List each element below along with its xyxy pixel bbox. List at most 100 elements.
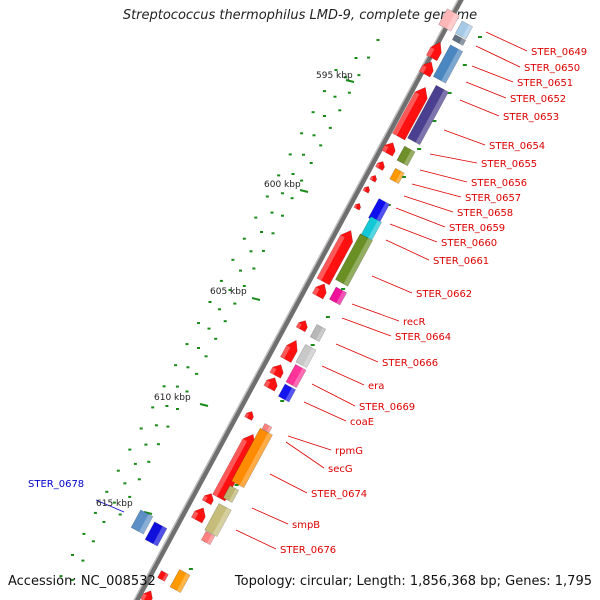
tick-dot — [197, 322, 200, 325]
tick-dot — [70, 578, 74, 581]
tick-dot — [197, 347, 200, 349]
gene-label-ster_0662: STER_0662 — [416, 289, 472, 300]
backbone-line — [134, 0, 464, 600]
leader-line — [385, 239, 430, 261]
tick-dot — [219, 279, 223, 282]
gene-arrow — [280, 339, 298, 363]
backbone-highlight — [133, 0, 459, 600]
gene-arrow — [381, 142, 396, 157]
tick-dot — [261, 249, 265, 252]
gene-label-ster_0656: STER_0656 — [471, 178, 527, 189]
gene-block-body — [157, 570, 169, 582]
gene-block — [335, 233, 373, 287]
tick-dot — [277, 174, 281, 177]
leader-line — [287, 435, 332, 451]
gene-label-ster_0660: STER_0660 — [441, 238, 497, 249]
gene-arrow-body — [263, 377, 278, 392]
gene-block-body — [335, 233, 373, 287]
tick-dot — [128, 448, 132, 451]
tick-dot — [309, 162, 313, 164]
tick-dot — [133, 462, 137, 465]
leader-line — [235, 529, 277, 550]
gene-arrow — [362, 185, 370, 194]
gene-block-body — [407, 84, 449, 146]
gene-arrow — [392, 86, 428, 141]
scale-label: 615 kbp — [96, 499, 133, 509]
gene-arrow-body — [369, 174, 377, 183]
tick-dot — [151, 406, 155, 409]
gene-arrow-shine — [280, 345, 291, 359]
tick-dot — [242, 237, 246, 240]
gene-block — [261, 423, 273, 433]
gene-features — [130, 8, 474, 600]
leader-line — [395, 207, 446, 228]
tick-dot — [166, 425, 170, 428]
leader-line — [403, 195, 454, 213]
gene-block — [328, 286, 348, 306]
tick-dot — [93, 511, 97, 514]
gene-block-body — [261, 423, 273, 433]
leader-line — [285, 441, 325, 469]
tick-dot — [312, 134, 316, 137]
map-title: Streptococcus thermophilus LMD-9, comple… — [122, 8, 478, 23]
gene-labels: STER_0649 STER_0650 STER_0651 STER_0652 STER… — [28, 47, 587, 556]
tick-dot — [139, 427, 143, 430]
gene-block-body — [169, 568, 191, 594]
tick-dot — [116, 469, 120, 472]
gene-arrow-body — [201, 493, 214, 506]
gene-arrow-body — [295, 320, 308, 333]
gene-label-ster_0661: STER_0661 — [433, 256, 489, 267]
gene-arrow — [375, 161, 385, 171]
gene-label-ster_0657: STER_0657 — [465, 193, 521, 204]
gene-block — [144, 521, 168, 547]
gene-arrow — [140, 590, 153, 600]
gene-block-shine — [162, 573, 169, 582]
tick-dot — [281, 214, 284, 217]
gene-block-shine — [403, 149, 416, 166]
gene-block-body — [389, 167, 405, 185]
gene-block — [285, 363, 307, 389]
tick-dot — [432, 120, 437, 122]
label-leaders — [95, 31, 528, 550]
tick-dot — [341, 288, 346, 290]
gene-block-body — [328, 286, 348, 306]
gene-arrow — [269, 364, 284, 379]
tick-dot — [214, 337, 218, 340]
tick-dot — [144, 443, 148, 446]
gene-block — [309, 324, 327, 342]
tick-dot — [357, 74, 361, 77]
gene-label-ster_0659: STER_0659 — [449, 223, 505, 234]
gene-arrow-shine — [419, 65, 427, 74]
tick-dot — [156, 443, 160, 446]
tick-dot — [291, 173, 295, 175]
gene-arrow — [295, 320, 308, 333]
gene-arrow-shine — [312, 287, 320, 296]
gene-label-ster_0652: STER_0652 — [510, 94, 566, 105]
leader-line — [95, 499, 125, 513]
leader-line — [251, 507, 289, 525]
gene-block-shine — [139, 514, 153, 535]
tick-dot — [176, 408, 179, 410]
tick-dot — [376, 39, 380, 41]
tick-dot — [186, 366, 190, 369]
tick-dot — [71, 554, 74, 556]
gene-arrow — [201, 493, 214, 506]
gene-block-body — [285, 363, 307, 389]
leader-line — [335, 343, 379, 363]
tick-dot — [204, 355, 208, 358]
accession-text: Accession: NC_008532 — [8, 574, 156, 589]
gene-arrow-body — [316, 230, 354, 286]
gene-arrow-body — [269, 364, 284, 379]
scale-tick — [199, 403, 209, 407]
tick-dot — [165, 405, 169, 407]
gene-arrow-shine — [381, 145, 389, 153]
leader-line — [471, 65, 514, 83]
tick-dot — [82, 532, 86, 535]
gene-label-ster_0664: STER_0664 — [395, 332, 451, 343]
gene-block-shine — [228, 488, 239, 503]
tick-dot — [185, 390, 189, 393]
gene-block — [169, 568, 191, 594]
gene-arrow — [353, 202, 361, 211]
tick-dot — [223, 320, 227, 323]
